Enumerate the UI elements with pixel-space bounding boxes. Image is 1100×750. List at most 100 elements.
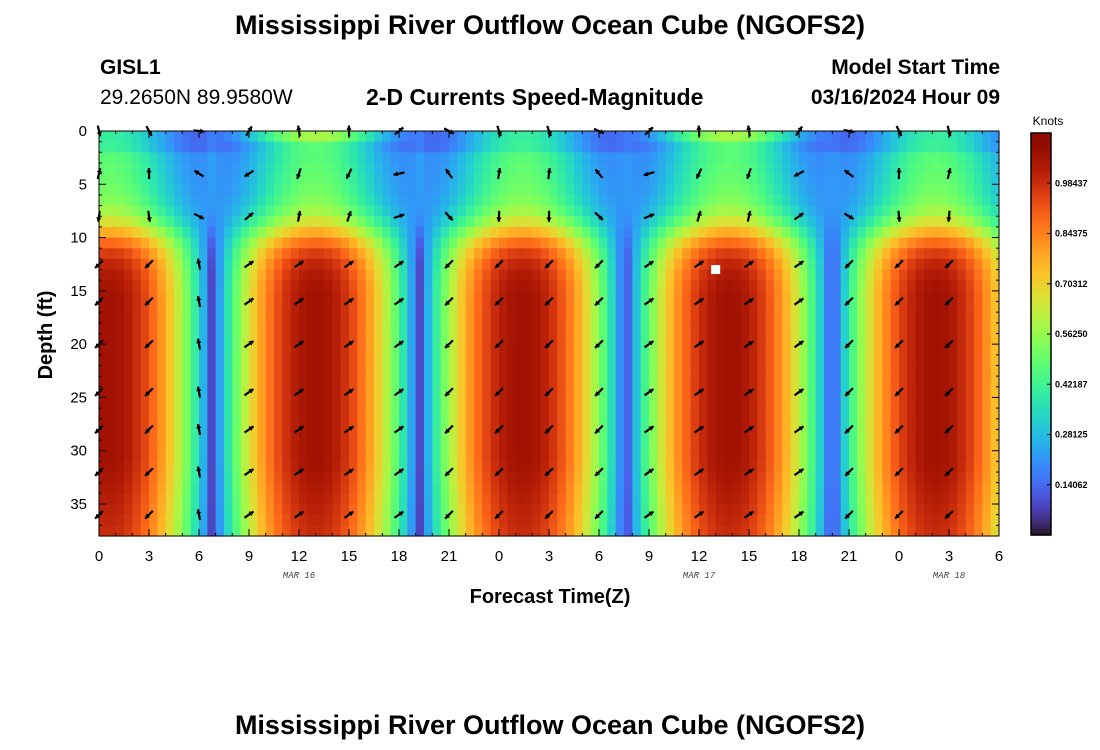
heat-cell (249, 493, 258, 505)
heat-cell (707, 504, 717, 516)
current-vector (393, 340, 405, 349)
heat-cell (724, 280, 733, 292)
heat-cell (657, 184, 667, 196)
current-vector (193, 169, 205, 178)
colorbar-cell (1031, 464, 1051, 469)
heat-cell (449, 226, 458, 239)
heat-cell (415, 429, 425, 441)
current-vector (494, 467, 504, 477)
heat-cell (332, 493, 342, 505)
heat-cell (607, 418, 617, 431)
heat-cell (390, 472, 400, 484)
heat-cell (940, 525, 950, 537)
heat-cell (332, 344, 342, 356)
colorbar-cell (1031, 156, 1051, 161)
heat-cell (382, 344, 392, 356)
colorbar-tick-label: 0.14062 (1055, 480, 1088, 490)
heat-cell (824, 280, 833, 292)
colorbar-cell (1031, 233, 1051, 238)
heat-cell (232, 248, 242, 260)
heat-cell (782, 269, 792, 281)
heat-cell (965, 258, 975, 271)
heat-cell (732, 258, 742, 271)
heat-cell (824, 290, 833, 303)
heat-cell (574, 472, 583, 484)
heat-cell (132, 472, 142, 484)
heat-cell (590, 493, 600, 505)
heat-cell (299, 354, 308, 367)
heat-cell (157, 440, 167, 452)
heat-cell (649, 162, 658, 175)
heat-cell (690, 312, 700, 324)
heat-cell (399, 301, 408, 313)
heat-cell (565, 216, 575, 228)
heat-cell (99, 440, 108, 452)
colorbar-cell (1031, 290, 1051, 295)
heat-cell (299, 205, 308, 217)
heat-cell (390, 450, 400, 462)
heat-cell (515, 322, 525, 335)
heat-cell (807, 504, 817, 516)
current-vector (643, 260, 655, 269)
heat-cell (990, 322, 1000, 335)
heat-cell (899, 248, 908, 260)
heat-cell (474, 450, 483, 462)
station-id: GISL1 (100, 56, 161, 79)
heat-cell (765, 493, 775, 505)
heat-cell (199, 301, 208, 313)
heat-cell (557, 472, 567, 484)
heat-cell (490, 194, 500, 207)
heat-cell (532, 248, 542, 260)
heat-cell (365, 482, 375, 494)
heat-cell (199, 290, 208, 303)
heat-cell (849, 461, 858, 473)
heat-cell (724, 525, 733, 537)
heat-cell (549, 312, 558, 324)
heat-cell (465, 301, 475, 313)
heat-cell (307, 365, 317, 377)
heat-cell (257, 269, 267, 281)
current-vector (793, 297, 805, 306)
heat-cell (590, 290, 600, 303)
heat-cell (490, 280, 500, 292)
heat-cell (215, 184, 225, 196)
heat-cell (507, 354, 517, 367)
heat-cell (624, 194, 633, 207)
heat-cell (649, 248, 658, 260)
heat-cell (974, 184, 983, 196)
heat-cell (682, 280, 692, 292)
heat-cell (249, 131, 258, 143)
heat-cell (824, 333, 833, 345)
heat-cell (249, 226, 258, 239)
heat-cell (382, 184, 392, 196)
heat-cell (340, 504, 350, 516)
heat-cell (615, 408, 625, 420)
heat-cell (699, 216, 708, 228)
colorbar-cell (1031, 344, 1051, 348)
heat-cell (107, 482, 117, 494)
heat-cell (840, 408, 850, 420)
heat-cell (407, 162, 417, 175)
heat-cell (132, 194, 142, 207)
heat-cell (157, 152, 167, 164)
x-tick-label: 15 (341, 548, 358, 565)
heat-cell (599, 152, 608, 164)
date-label: MAR 18 (933, 571, 966, 581)
heat-cell (707, 450, 717, 462)
heat-cell (507, 184, 517, 196)
heat-cell (899, 376, 908, 388)
current-vector (693, 388, 705, 397)
heat-cell (282, 248, 292, 260)
heat-cell (290, 216, 300, 228)
heat-cell (182, 258, 192, 271)
heat-cell (532, 131, 542, 143)
heat-cell (482, 280, 492, 292)
heat-cell (415, 450, 425, 462)
heat-cell (149, 493, 158, 505)
heat-cell (640, 408, 650, 420)
heat-cell (340, 173, 350, 185)
heat-cell (307, 280, 317, 292)
heat-cell (190, 429, 200, 441)
heat-cell (515, 258, 525, 271)
heat-cell (665, 397, 675, 409)
